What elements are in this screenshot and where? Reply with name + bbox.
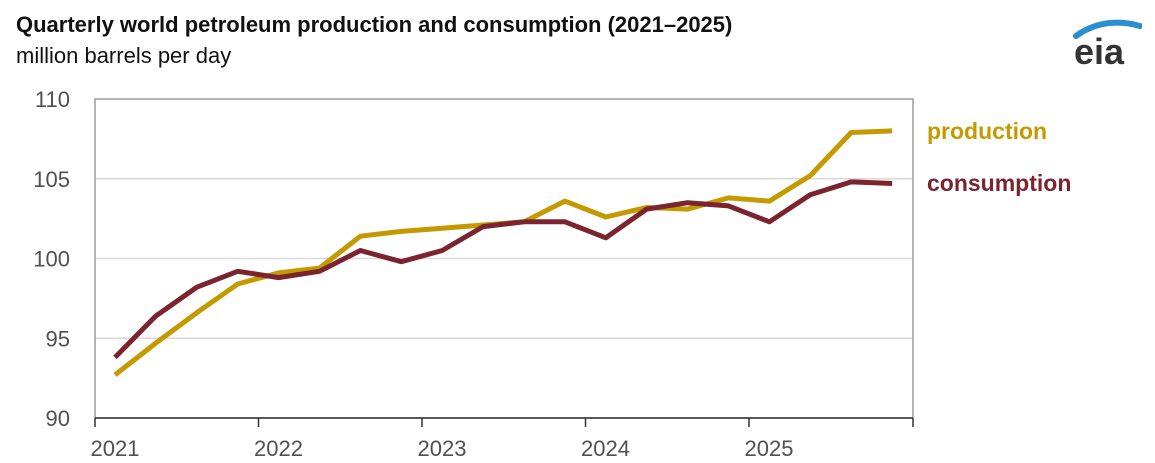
x-tick-label: 2021 [91, 436, 140, 461]
chart-title: Quarterly world petroleum production and… [16, 12, 733, 37]
y-tick-label: 100 [33, 247, 70, 272]
x-tick-label: 2023 [418, 436, 467, 461]
legend-label-consumption: consumption [927, 170, 1071, 196]
legend-label-production: production [927, 118, 1047, 144]
logo-text: eia [1074, 31, 1125, 70]
x-tick-label: 2024 [581, 436, 630, 461]
y-tick-label: 90 [46, 406, 70, 431]
x-tick-label: 2022 [254, 436, 303, 461]
y-tick-label: 95 [46, 326, 70, 351]
y-tick-label: 110 [35, 87, 70, 112]
x-tick-label: 2025 [745, 436, 794, 461]
series-line-consumption [113, 179, 893, 360]
y-tick-label: 105 [33, 167, 70, 192]
chart-subtitle: million barrels per day [16, 43, 232, 68]
eia-logo-icon: eia [1070, 14, 1143, 72]
